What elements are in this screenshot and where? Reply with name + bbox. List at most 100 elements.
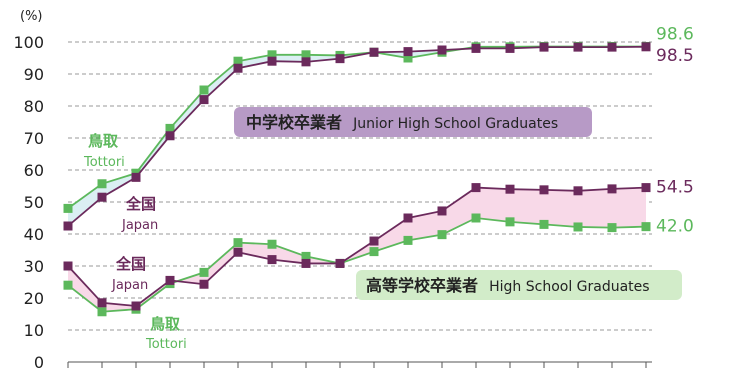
y-tick-label: 0 [34, 353, 44, 372]
data-point [199, 267, 209, 277]
junior-banner-background [234, 107, 592, 137]
y-tick-label: 90 [24, 65, 44, 84]
x-axis-ticks [67, 362, 647, 368]
data-point [335, 258, 345, 268]
series-line [67, 217, 647, 313]
high-tottori-label: 鳥取 [150, 315, 181, 333]
data-point [403, 213, 413, 223]
high-tottori-label-en: Tottori [145, 337, 187, 352]
series-junior-japan: 98.5 [63, 42, 694, 231]
data-point [471, 183, 481, 193]
data-point [233, 63, 243, 73]
data-point [369, 236, 379, 246]
data-point [403, 47, 413, 57]
data-point [267, 50, 277, 60]
data-point [233, 247, 243, 257]
data-point [607, 223, 617, 233]
data-point [267, 56, 277, 66]
data-point [505, 43, 515, 53]
y-tick-label: 70 [24, 129, 44, 148]
high-japan-label: 全国 [115, 255, 146, 273]
data-point [369, 47, 379, 57]
data-point [199, 95, 209, 105]
data-point [301, 57, 311, 67]
data-point [131, 172, 141, 182]
y-unit-label: (%) [20, 9, 43, 24]
end-value-label: 42.0 [656, 217, 694, 237]
data-point [369, 247, 379, 257]
data-point [199, 279, 209, 289]
y-tick-label: 30 [24, 257, 44, 276]
data-point [505, 184, 515, 194]
data-point [97, 307, 107, 317]
series-line [67, 186, 647, 307]
data-point [301, 50, 311, 60]
high-gap-fill [68, 187, 646, 312]
junior-banner: 中学校卒業者 Junior High School Graduates [234, 107, 592, 137]
junior-tottori-label-en: Tottori [83, 155, 125, 170]
y-axis-ticks: 0 10 20 30 40 50 60 70 80 90 100 [13, 33, 44, 372]
series: 98.698.5 42.0 54.5 [63, 24, 694, 317]
y-tick-label: 50 [24, 193, 44, 212]
y-tick-label: 60 [24, 161, 44, 180]
data-point [63, 261, 73, 271]
high-banner-en: High School Graduates [489, 279, 649, 295]
data-point [539, 42, 549, 52]
data-point [437, 230, 447, 240]
junior-banner-jp: 中学校卒業者 [246, 113, 342, 132]
data-point [63, 203, 73, 213]
svg-text:中学校卒業者 Junior High Sch: 中学校卒業者 Junior High School Graduates [246, 113, 558, 132]
end-value-label: 98.5 [656, 46, 694, 66]
data-point [165, 275, 175, 285]
data-point [573, 42, 583, 52]
data-point [165, 123, 175, 133]
series-line [67, 45, 647, 227]
data-point [97, 179, 107, 189]
data-point [267, 255, 277, 265]
data-point [301, 258, 311, 268]
junior-japan-label-en: Japan [121, 218, 158, 233]
data-point [573, 222, 583, 232]
y-tick-label: 100 [13, 33, 44, 52]
high-banner-background [356, 270, 682, 300]
series-high-tottori: 42.0 [63, 213, 694, 317]
data-point [63, 280, 73, 290]
y-tick-label: 10 [24, 321, 44, 340]
data-point [199, 85, 209, 95]
data-point [573, 186, 583, 196]
data-point [301, 251, 311, 261]
y-tick-label: 20 [24, 289, 44, 308]
data-point [641, 42, 651, 52]
data-point [165, 131, 175, 141]
data-point [97, 298, 107, 308]
data-point [131, 301, 141, 311]
data-point [437, 45, 447, 55]
data-point [641, 222, 651, 232]
series-high-japan: 54.5 [63, 178, 694, 311]
y-tick-label: 80 [24, 97, 44, 116]
data-point [471, 213, 481, 223]
data-point [471, 43, 481, 53]
high-banner: 高等学校卒業者 High School Graduates [356, 270, 682, 300]
data-point [403, 53, 413, 63]
junior-banner-en: Junior High School Graduates [352, 116, 558, 132]
data-point [63, 221, 73, 231]
high-banner-jp: 高等学校卒業者 [366, 276, 478, 295]
data-point [97, 192, 107, 202]
data-point [539, 219, 549, 229]
data-point [335, 54, 345, 64]
data-point [607, 42, 617, 52]
data-point [233, 238, 243, 248]
junior-tottori-label: 鳥取 [88, 132, 119, 150]
data-point [403, 235, 413, 245]
data-point [233, 56, 243, 66]
high-japan-label-en: Japan [111, 278, 148, 293]
end-value-label: 54.5 [656, 178, 694, 198]
data-point [539, 185, 549, 195]
data-point [505, 217, 515, 227]
junior-japan-label: 全国 [125, 195, 156, 213]
data-point [607, 184, 617, 194]
data-point [267, 239, 277, 249]
